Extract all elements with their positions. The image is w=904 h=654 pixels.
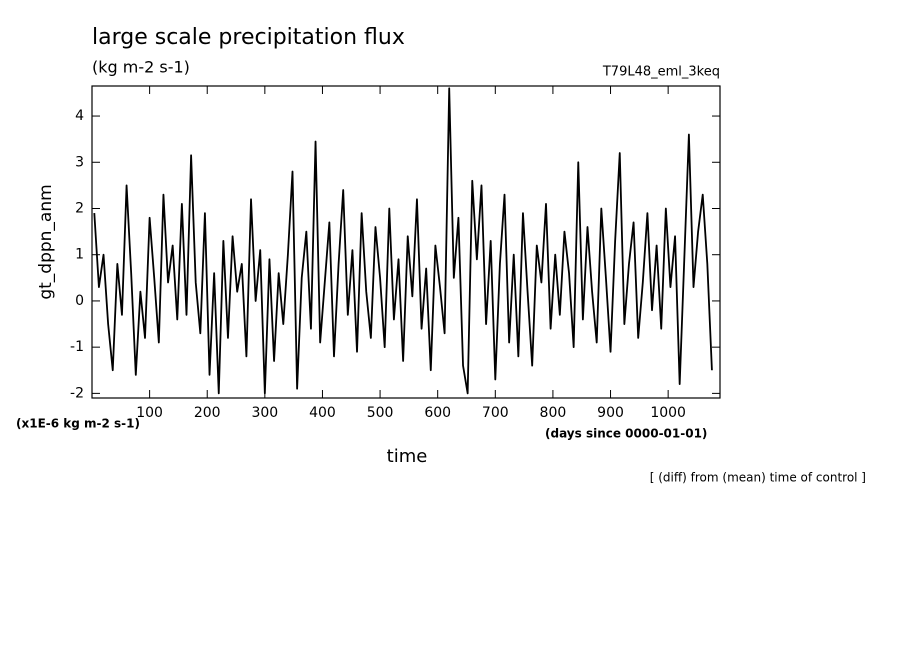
x-tick-label: 100 — [136, 405, 163, 421]
y-tick-label: 4 — [75, 108, 84, 124]
footnote: [ (diff) from (mean) time of control ] — [650, 471, 866, 485]
y-tick-label: 1 — [75, 247, 84, 263]
x-units: (days since 0000-01-01) — [545, 427, 707, 441]
data-line — [93, 87, 713, 395]
x-tick-label: 500 — [367, 405, 394, 421]
experiment-label: T79L48_eml_3keq — [602, 65, 720, 80]
x-tick-label: 200 — [194, 405, 221, 421]
plot-frame — [91, 85, 721, 399]
x-tick-label: 300 — [251, 405, 278, 421]
x-tick-label: 700 — [482, 405, 509, 421]
y-tick-label: -2 — [70, 385, 84, 401]
y-tick-label: -1 — [70, 339, 84, 355]
x-tick-label: 600 — [424, 405, 451, 421]
y-tick-label: 0 — [75, 293, 84, 309]
x-tick-label: 1000 — [650, 405, 686, 421]
x-tick-label: 800 — [540, 405, 567, 421]
y-units: (x1E-6 kg m-2 s-1) — [16, 417, 140, 431]
y-axis-label: gt_dppn_anm — [36, 184, 56, 299]
x-tick-label: 900 — [597, 405, 624, 421]
y-tick-label: 3 — [75, 154, 84, 170]
chart-title: large scale precipitation flux — [92, 25, 405, 50]
chart-subtitle: (kg m-2 s-1) — [92, 58, 190, 77]
x-tick-label: 400 — [309, 405, 336, 421]
x-axis-label: time — [387, 446, 428, 467]
y-tick-label: 2 — [75, 200, 84, 216]
